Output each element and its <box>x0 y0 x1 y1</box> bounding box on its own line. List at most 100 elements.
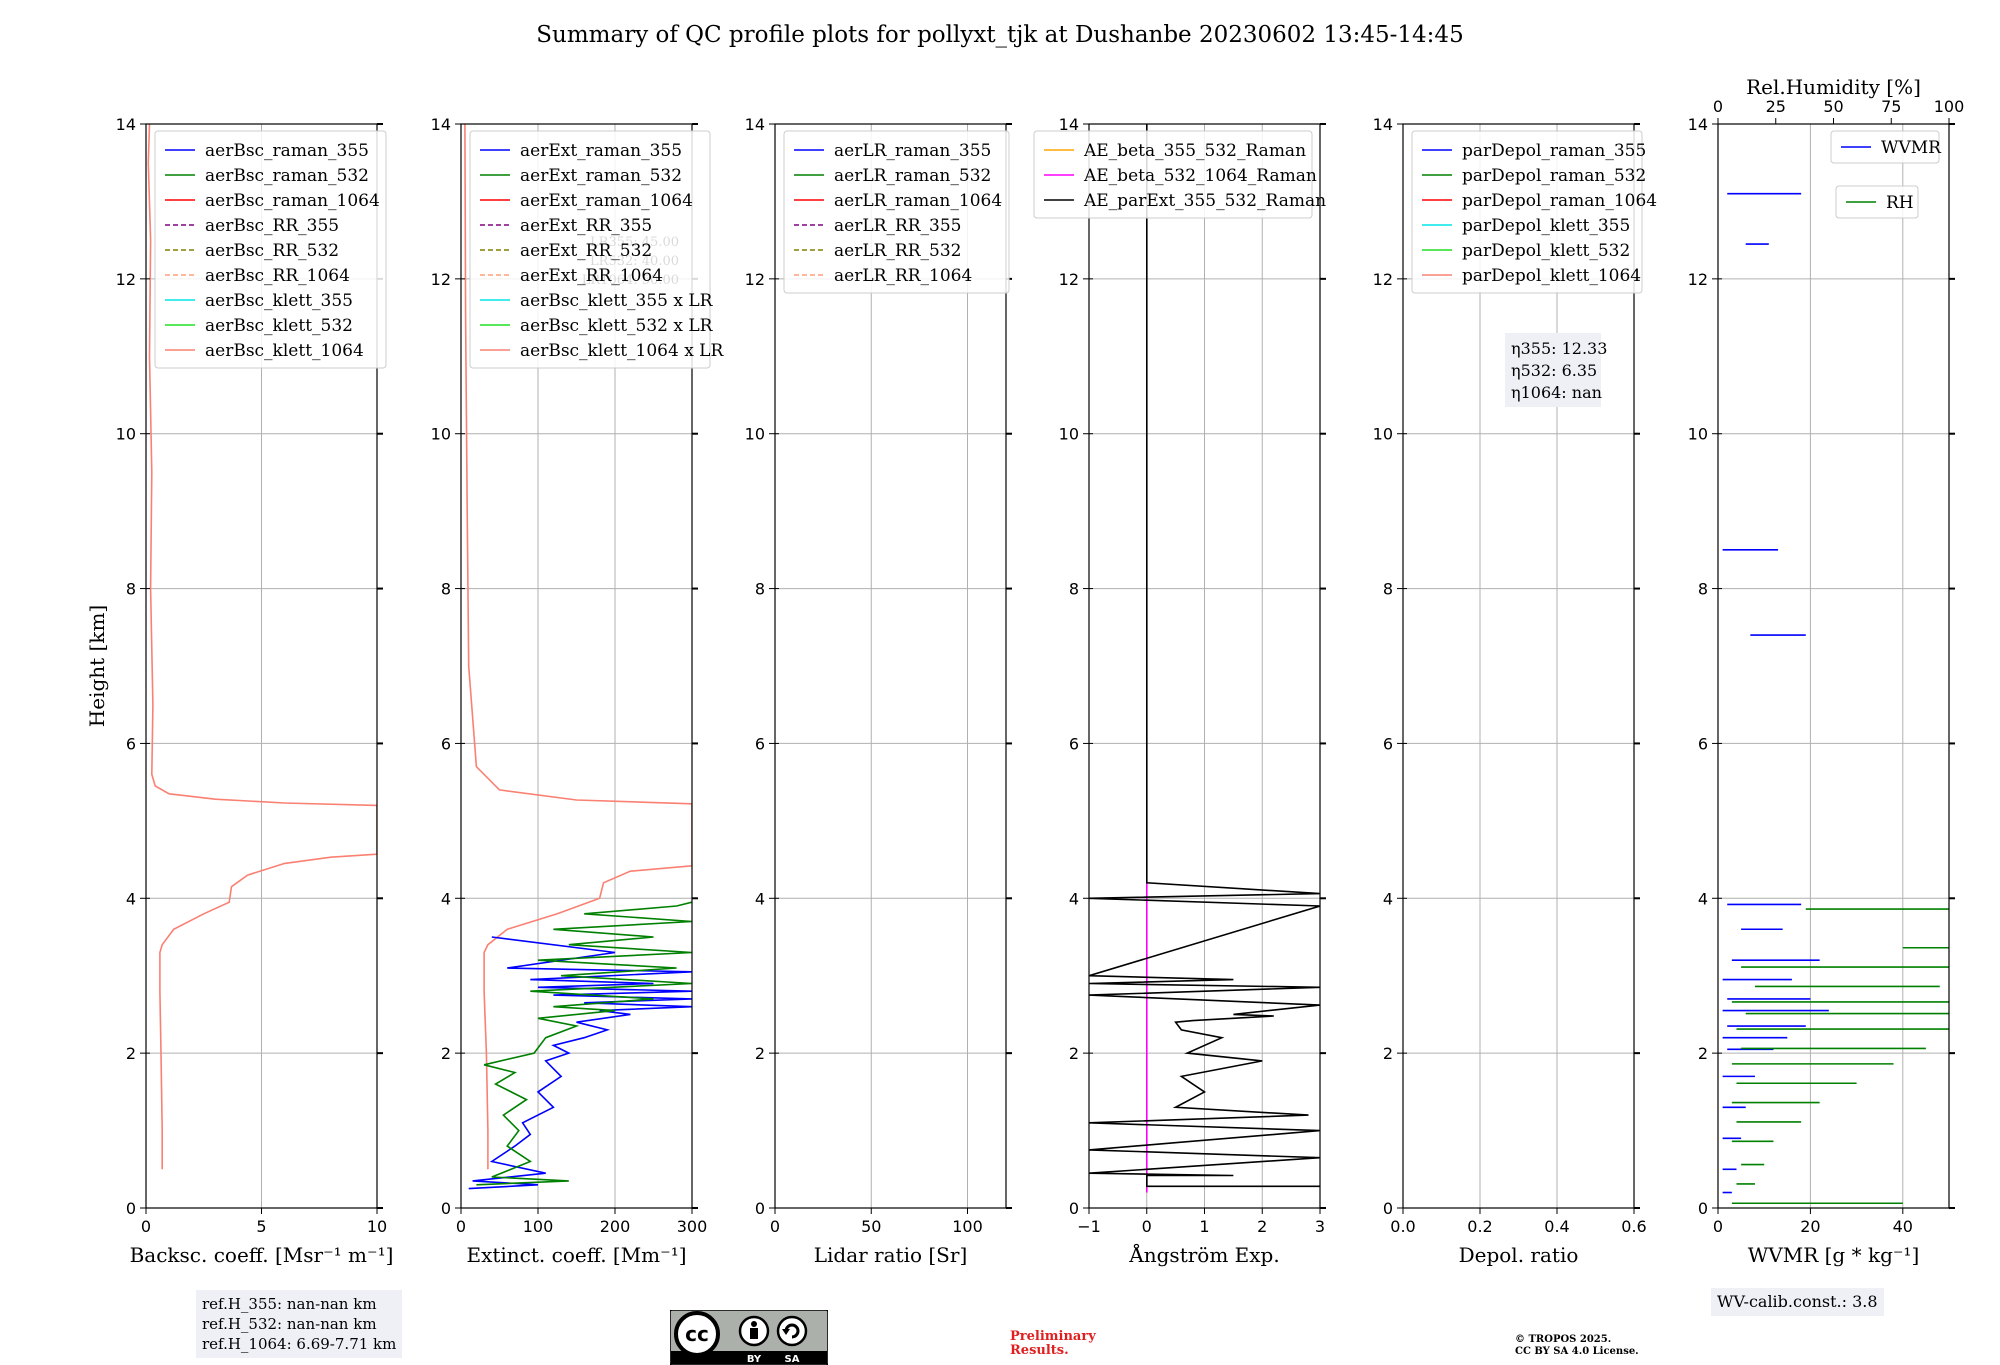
legend: aerLR_raman_355 aerLR_raman_532 aerLR_rama… <box>783 130 1010 294</box>
y-tick-label: 14 <box>1373 115 1393 134</box>
y-tick-label: 4 <box>1698 889 1708 908</box>
x-tick-label: 40 <box>1893 1217 1913 1236</box>
legend-label: aerExt_RR_532 <box>520 241 652 261</box>
legend-label: aerLR_RR_532 <box>834 241 961 261</box>
panel-5: 0.0 0.2 0.4 0.6 0 2 4 6 8 10 12 14 Depol. ratio parDe… <box>1373 115 1657 1267</box>
legend-label: parDepol_klett_355 <box>1462 216 1630 236</box>
legend-label: aerBsc_raman_1064 <box>205 191 380 211</box>
y-tick-label: 10 <box>1688 425 1708 444</box>
y-tick-label: 4 <box>126 889 136 908</box>
legend-label: parDepol_raman_532 <box>1462 166 1646 186</box>
y-tick-label: 6 <box>755 734 765 753</box>
eta-note-line: η1064: nan <box>1511 383 1602 402</box>
eta-note: η355: 12.33 η532: 6.35 η1064: nan <box>1505 333 1607 407</box>
x-tick-label: 10 <box>367 1217 387 1236</box>
y-tick-label: 2 <box>1069 1044 1079 1063</box>
legend-label: parDepol_klett_1064 <box>1462 266 1641 286</box>
y-tick-label: 6 <box>1069 734 1079 753</box>
x-tick-label: 0 <box>1713 1217 1723 1236</box>
y-tick-label: 2 <box>1383 1044 1393 1063</box>
x-tick-label: 0 <box>1142 1217 1152 1236</box>
legend-label: aerLR_raman_532 <box>834 166 991 186</box>
y-tick-label: 0 <box>441 1199 451 1218</box>
x-tick-label: 0.2 <box>1467 1217 1492 1236</box>
legend-label: parDepol_raman_355 <box>1462 141 1646 161</box>
y-tick-label: 0 <box>1383 1199 1393 1218</box>
x-tick-label: −1 <box>1077 1217 1101 1236</box>
plot-area <box>1089 124 1320 1193</box>
x-tick-label: 5 <box>256 1217 266 1236</box>
copyright-note: © TROPOS 2025. CC BY SA 4.0 License. <box>1515 1334 1639 1358</box>
y-tick-label: 10 <box>745 425 765 444</box>
legend-box <box>783 130 1010 294</box>
legend-label: aerLR_raman_1064 <box>834 191 1002 211</box>
legend-label: aerLR_raman_355 <box>834 141 991 161</box>
y-tick-label: 6 <box>1383 734 1393 753</box>
axes-frame <box>1717 123 1950 1209</box>
legend: aerExt_raman_355 aerExt_raman_532 aerExt_r… <box>469 130 724 369</box>
legend-label: aerBsc_klett_532 <box>205 316 353 336</box>
y-tick-label: 8 <box>1698 580 1708 599</box>
legend-box <box>1835 185 1919 219</box>
wv-calib-const: WV-calib.const.: 3.8 <box>1717 1292 1878 1311</box>
y-tick-label: 2 <box>126 1044 136 1063</box>
y-tick-label: 4 <box>1383 889 1393 908</box>
legend-label: aerBsc_raman_355 <box>205 141 369 161</box>
legend-rh: RH <box>1835 185 1919 219</box>
x-tick-label: 100 <box>952 1217 983 1236</box>
legend: parDepol_raman_355 parDepol_raman_532 parD… <box>1411 130 1657 294</box>
legend-label: aerExt_RR_1064 <box>520 266 663 286</box>
y-tick-label: 0 <box>755 1199 765 1218</box>
x-tick-label: 0.0 <box>1390 1217 1415 1236</box>
sa-icon <box>776 1315 808 1347</box>
x-axis-label: Lidar ratio [Sr] <box>814 1243 968 1267</box>
y-tick-label: 14 <box>1059 115 1079 134</box>
y-tick-label: 10 <box>1059 425 1079 444</box>
y-tick-label: 14 <box>745 115 765 134</box>
y-axis-label: Height [km] <box>85 605 109 727</box>
series-line <box>464 124 692 1170</box>
cc-license-badge: cc BY SA <box>670 1310 828 1365</box>
x-axis-label: Depol. ratio <box>1459 1243 1579 1267</box>
legend-label: aerExt_RR_355 <box>520 216 652 236</box>
eta-note-box <box>1505 333 1601 407</box>
series-line <box>147 124 377 1170</box>
legend: aerBsc_raman_355 aerBsc_raman_532 aerBsc_r… <box>154 130 387 369</box>
legend-label: AE_parExt_355_532_Raman <box>1083 191 1326 211</box>
y-tick-label: 2 <box>755 1044 765 1063</box>
panel-3: 0 50 100 0 2 4 6 8 10 12 14 Lidar ratio [Sr] aerLR_r… <box>745 115 1012 1267</box>
plot-area <box>464 124 692 1190</box>
x-axis-label: WVMR [g * kg⁻¹] <box>1748 1243 1920 1267</box>
legend-wvmr: WVMR <box>1830 130 1942 164</box>
y-tick-label: 10 <box>116 425 136 444</box>
legend-box <box>1830 130 1940 164</box>
ref-height-355: ref.H_355: nan-nan km <box>202 1295 377 1313</box>
plot-area <box>1722 192 1949 1205</box>
eta-note-line: η355: 12.33 <box>1511 339 1607 358</box>
legend-label: aerExt_raman_532 <box>520 166 682 186</box>
panel-6: 0 20 40 0 2 4 6 8 10 12 14 WVMR [g * kg⁻¹] 0 25 50 75 10… <box>1688 75 1965 1267</box>
preliminary-results-note: Preliminary Results. <box>1010 1330 1096 1358</box>
legend-label: aerBsc_raman_532 <box>205 166 369 186</box>
y-tick-label: 12 <box>745 270 765 289</box>
legend-label: AE_beta_532_1064_Raman <box>1083 166 1317 186</box>
x-tick-label: 20 <box>1800 1217 1820 1236</box>
legend-box <box>154 130 387 369</box>
wv-calib-box: WV-calib.const.: 3.8 <box>1711 1288 1884 1316</box>
axes-frame <box>1402 123 1635 1209</box>
y-tick-label: 8 <box>1383 580 1393 599</box>
x-axis-label: Backsc. coeff. [Msr⁻¹ m⁻¹] <box>130 1243 394 1267</box>
axes-frame <box>460 123 693 1209</box>
legend-label: aerExt_raman_355 <box>520 141 682 161</box>
y-tick-label: 10 <box>1373 425 1393 444</box>
legend-label: aerBsc_klett_355 <box>205 291 353 311</box>
series-line <box>476 901 692 1186</box>
legend-label: aerLR_RR_355 <box>834 216 961 236</box>
panel-1: 0 5 10 0 2 4 6 8 10 12 14 Backsc. coeff. [Msr⁻¹ m⁻¹… <box>85 115 393 1267</box>
legend-label: aerBsc_klett_355 x LR <box>520 291 714 311</box>
legend-label: aerBsc_klett_1064 <box>205 341 364 361</box>
legend: AE_beta_355_532_Raman AE_beta_532_1064_Ra… <box>1033 130 1326 219</box>
legend-box <box>1033 130 1313 219</box>
x-tick-label: 300 <box>677 1217 708 1236</box>
